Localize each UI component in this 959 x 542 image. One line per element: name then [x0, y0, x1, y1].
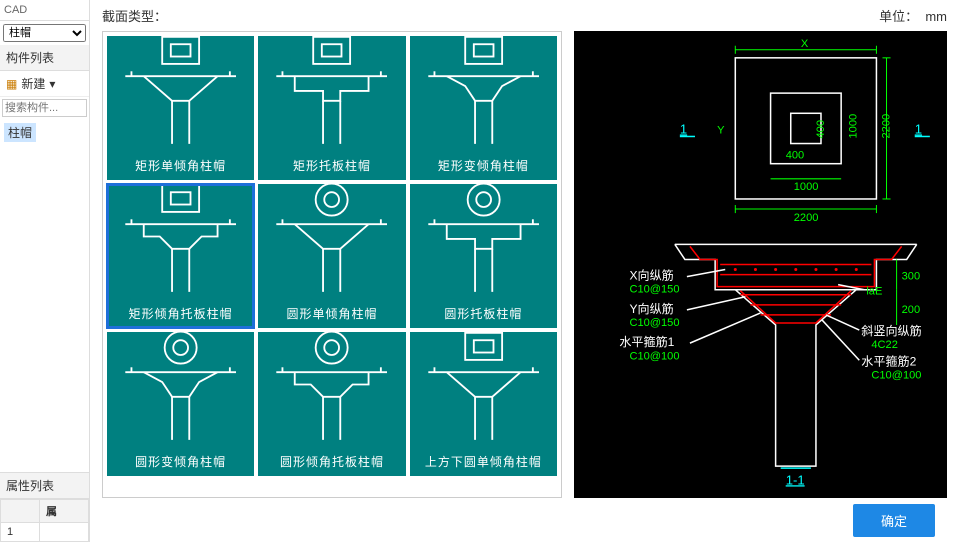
grid-item-4[interactable]: 圆形单倾角柱帽: [258, 184, 405, 328]
prop-row-num: 1: [1, 523, 40, 542]
left-panel: CAD 柱帽 构件列表 ▦ 新建 ▾ 柱帽 属性列表 属 1: [0, 0, 90, 542]
grid-item-icon: [107, 332, 254, 449]
section-type-label: 截面类型：: [102, 6, 879, 25]
unit-label: 单位：: [879, 9, 918, 24]
grid-item-icon: [258, 36, 405, 153]
grid-item-0[interactable]: 矩形单倾角柱帽: [107, 36, 254, 180]
grid-item-label: 矩形托板柱帽: [293, 153, 371, 180]
svg-text:1: 1: [680, 121, 687, 136]
search-input[interactable]: [2, 99, 87, 117]
svg-text:1000: 1000: [794, 181, 819, 193]
svg-text:C10@100: C10@100: [871, 369, 921, 381]
svg-text:水平箍筋1: 水平箍筋1: [619, 334, 674, 349]
svg-text:X向纵筋: X向纵筋: [629, 268, 673, 283]
svg-text:200: 200: [902, 304, 920, 316]
grid-item-6[interactable]: 圆形变倾角柱帽: [107, 332, 254, 476]
grid-item-label: 矩形变倾角柱帽: [438, 153, 529, 180]
grid-item-5[interactable]: 圆形托板柱帽: [410, 184, 557, 328]
new-button[interactable]: ▦ 新建 ▾: [0, 71, 89, 97]
svg-text:2200: 2200: [881, 114, 893, 139]
grid-item-7[interactable]: 圆形倾角托板柱帽: [258, 332, 405, 476]
svg-text:300: 300: [902, 271, 920, 283]
grid-item-icon: [410, 36, 557, 153]
grid-item-icon: [410, 184, 557, 301]
grid-item-label: 上方下圆单倾角柱帽: [425, 449, 542, 476]
grid-item-1[interactable]: 矩形托板柱帽: [258, 36, 405, 180]
unit-value: mm: [925, 9, 947, 24]
svg-text:4C22: 4C22: [871, 339, 897, 351]
grid-item-icon: [258, 184, 405, 301]
svg-text:1-1: 1-1: [786, 472, 805, 487]
svg-text:斜竖向纵筋: 斜竖向纵筋: [861, 323, 921, 338]
dropdown-arrow-icon: ▾: [49, 77, 55, 91]
svg-text:400: 400: [815, 120, 827, 138]
section-grid: 矩形单倾角柱帽 矩形托板柱帽 矩形变倾角柱帽矩形倾角托板柱帽 圆形单倾角柱帽 圆形托板柱…: [102, 31, 562, 498]
svg-text:C10@100: C10@100: [629, 350, 679, 362]
cad-label: CAD: [0, 0, 89, 21]
svg-text:C10@150: C10@150: [629, 284, 679, 296]
grid-item-icon: [258, 332, 405, 449]
ok-button[interactable]: 确定: [853, 504, 935, 537]
grid-item-label: 矩形倾角托板柱帽: [129, 301, 233, 328]
component-tree: 柱帽: [0, 119, 89, 472]
svg-text:400: 400: [786, 150, 804, 162]
grid-item-label: 圆形倾角托板柱帽: [280, 449, 384, 476]
svg-text:水平箍筋2: 水平箍筋2: [861, 353, 916, 368]
component-list-title: 构件列表: [0, 45, 89, 71]
grid-item-8[interactable]: 上方下圆单倾角柱帽: [410, 332, 557, 476]
new-button-label: 新建: [21, 75, 45, 92]
new-icon: ▦: [6, 77, 17, 91]
type-dropdown[interactable]: 柱帽: [3, 24, 86, 42]
svg-text:1: 1: [915, 121, 922, 136]
prop-header: 属: [40, 500, 89, 523]
grid-item-label: 圆形单倾角柱帽: [286, 301, 377, 328]
svg-text:Y向纵筋: Y向纵筋: [629, 301, 673, 316]
svg-text:laE: laE: [866, 286, 882, 298]
svg-text:C10@150: C10@150: [629, 317, 679, 329]
property-table: 属 1: [0, 499, 89, 542]
svg-text:X: X: [801, 38, 809, 50]
svg-text:Y: Y: [717, 124, 725, 136]
tree-item[interactable]: 柱帽: [4, 123, 36, 142]
svg-text:2200: 2200: [794, 212, 819, 224]
grid-item-2[interactable]: 矩形变倾角柱帽: [410, 36, 557, 180]
grid-item-icon: [107, 36, 254, 153]
grid-item-label: 矩形单倾角柱帽: [135, 153, 226, 180]
property-list-title: 属性列表: [0, 473, 89, 499]
svg-text:1000: 1000: [847, 114, 859, 139]
grid-item-icon: [107, 184, 254, 301]
grid-item-label: 圆形托板柱帽: [444, 301, 522, 328]
grid-item-icon: [410, 332, 557, 449]
preview-canvas: X Y 400 400 1000: [574, 31, 947, 498]
grid-item-label: 圆形变倾角柱帽: [135, 449, 226, 476]
grid-item-3[interactable]: 矩形倾角托板柱帽: [107, 184, 254, 328]
